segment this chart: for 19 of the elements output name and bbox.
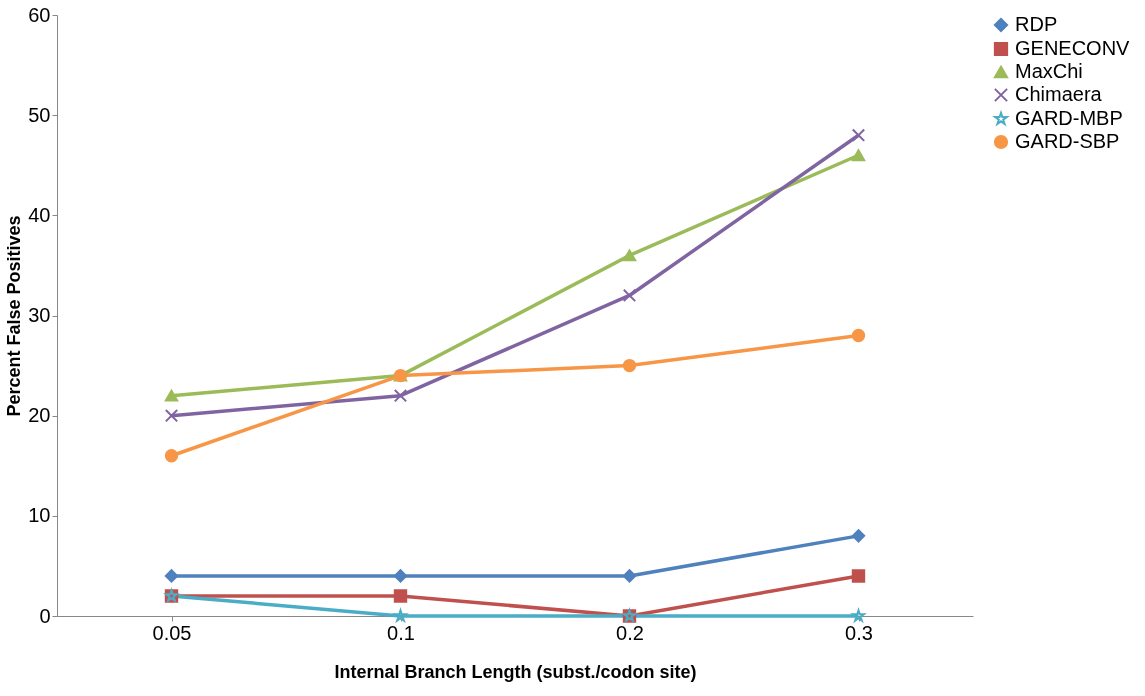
x-tick-label: 0.05 <box>152 621 192 644</box>
y-tick-label: 0 <box>39 604 51 627</box>
x-tick-label: 0.1 <box>387 621 415 644</box>
x-tick-label: 0.2 <box>616 621 644 644</box>
legend-label: RDP <box>1015 13 1058 35</box>
legend-label: GENECONV <box>1015 37 1131 59</box>
x-tick-label: 0.3 <box>845 621 873 644</box>
legend-label: MaxChi <box>1015 60 1083 82</box>
y-tick-label: 60 <box>28 3 51 26</box>
legend-label: Chimaera <box>1015 83 1103 105</box>
y-axis-title: Percent False Positives <box>4 215 25 417</box>
y-tick-label: 10 <box>28 504 51 527</box>
y-tick-label: 40 <box>28 203 51 226</box>
legend-label: GARD-SBP <box>1015 130 1120 152</box>
legend-label: GARD-MBP <box>1015 107 1123 129</box>
x-axis-title: Internal Branch Length (subst./codon site) <box>334 661 697 682</box>
y-tick-label: 20 <box>28 404 51 427</box>
y-tick-label: 30 <box>28 304 51 326</box>
y-tick-label: 50 <box>28 103 51 126</box>
